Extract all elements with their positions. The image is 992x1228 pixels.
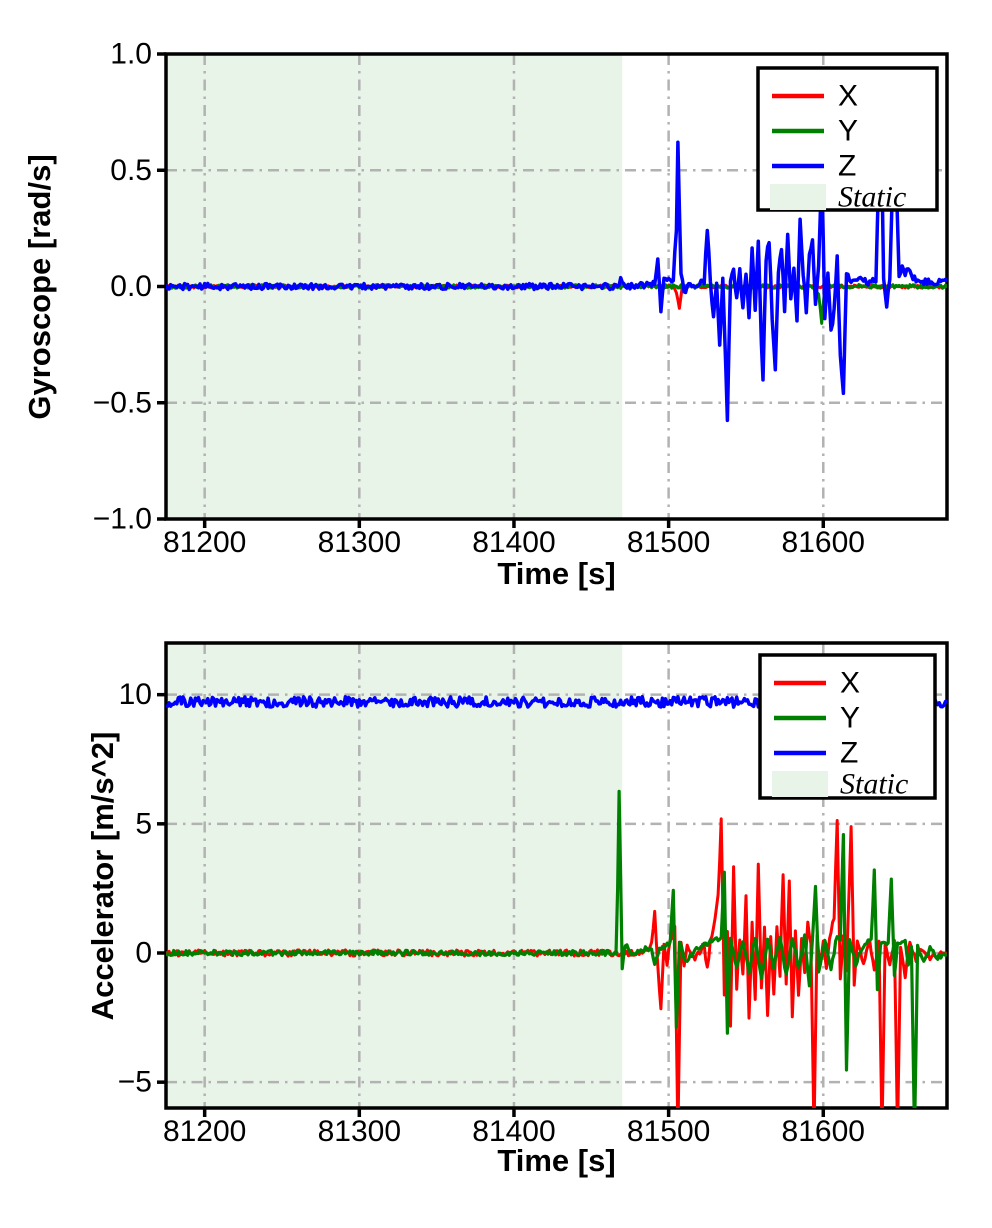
gyro-time-axis-label: Time [s] bbox=[497, 556, 616, 591]
legend-handle-static-patch bbox=[772, 771, 828, 797]
series-group bbox=[166, 140, 947, 423]
static-region bbox=[166, 643, 623, 1108]
plot-frame bbox=[164, 641, 949, 1110]
accel-y-axis-label: Accelerator [m/s^2] bbox=[85, 731, 120, 1021]
x-tick-label: 81300 bbox=[318, 526, 401, 559]
y-tick-label: 0.5 bbox=[110, 154, 152, 187]
gyro-y-axis-label: Gyroscope [rad/s] bbox=[22, 154, 57, 420]
x-tick-label: 81400 bbox=[472, 1115, 555, 1148]
x-tick-label: 81500 bbox=[627, 1115, 710, 1148]
y-tick-label: −1.0 bbox=[93, 503, 152, 536]
accel-time-axis-label: Time [s] bbox=[497, 1143, 616, 1178]
series-y-line bbox=[166, 789, 947, 1108]
x-tick-label: 81300 bbox=[318, 1115, 401, 1148]
y-tick-label: 0 bbox=[135, 937, 152, 970]
legend-label-static: Static bbox=[838, 181, 906, 214]
x-tick-label: 81500 bbox=[627, 526, 710, 559]
legend-label-static: Static bbox=[840, 768, 908, 801]
chart-gyroscope: 81200 81300 81400 81500 81600 1.0 0.5 0.0 −0.5 −1… bbox=[93, 38, 949, 559]
series-z-line bbox=[166, 140, 947, 423]
legend-label-y: Y bbox=[840, 702, 860, 735]
x-tick-label: 81200 bbox=[163, 1115, 246, 1148]
legend-label-z: Z bbox=[838, 150, 856, 183]
legend-label-x: X bbox=[838, 80, 858, 113]
legend-label-x: X bbox=[840, 667, 860, 700]
legend-label-z: Z bbox=[840, 737, 858, 770]
y-tick-label: 0.0 bbox=[110, 270, 152, 303]
y-tick-label: −0.5 bbox=[93, 386, 152, 419]
legend-handle-static-patch bbox=[770, 184, 826, 210]
x-tick-label: 81200 bbox=[163, 526, 246, 559]
y-tick-label: 10 bbox=[119, 678, 152, 711]
x-tick-label: 81600 bbox=[782, 526, 865, 559]
ticks: 81200 81300 81400 81500 81600 1.0 0.5 0.0 −0.5 −1… bbox=[93, 38, 865, 559]
y-tick-label: −5 bbox=[118, 1066, 152, 1099]
ticks: 81200 81300 81400 81500 81600 10 5 0 −5 bbox=[118, 678, 865, 1148]
x-tick-label: 81600 bbox=[782, 1115, 865, 1148]
x-tick-label: 81400 bbox=[472, 526, 555, 559]
legend-label-y: Y bbox=[838, 115, 858, 148]
y-tick-label: 5 bbox=[135, 807, 152, 840]
y-tick-label: 1.0 bbox=[110, 38, 152, 71]
